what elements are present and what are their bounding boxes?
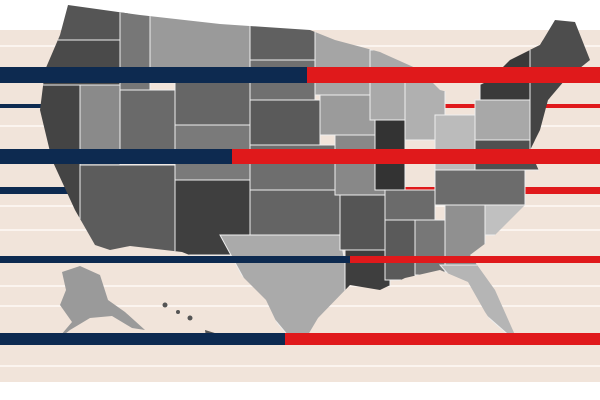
bar-right [350,256,600,263]
bar-left [0,149,232,164]
bar-right [285,333,600,345]
bar-left [0,67,307,83]
bar-left [0,256,350,263]
bar-right [300,104,600,108]
bar-right [232,149,600,164]
bar-right [307,67,600,83]
alaska [55,266,145,342]
bar-left [0,333,285,345]
